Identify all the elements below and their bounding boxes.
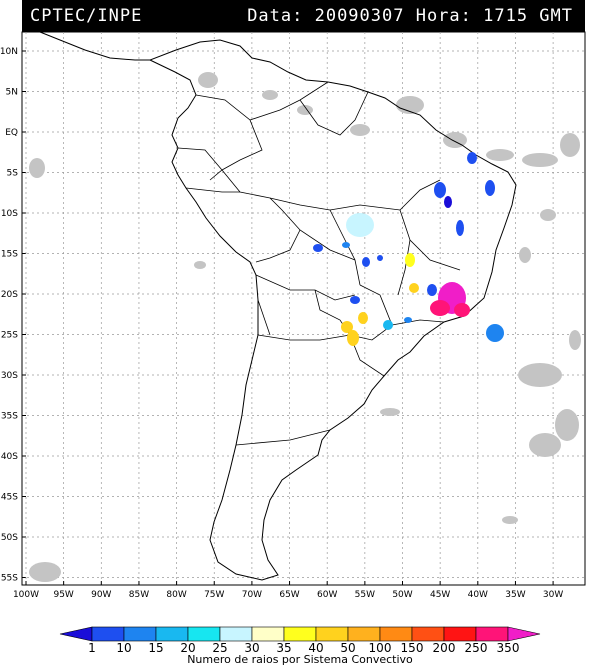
colorbar-segment (315, 626, 349, 642)
lightning-cells (313, 152, 504, 346)
colorbar-label: 30 (244, 641, 259, 655)
lon-label: 30W (543, 590, 563, 600)
colorbar-segment (155, 626, 189, 642)
lat-label: 5S (7, 169, 19, 179)
colorbar-segment (507, 626, 541, 642)
colorbar-label: 150 (401, 641, 424, 655)
lon-label: 60W (317, 590, 337, 600)
cloud-cover (29, 72, 581, 582)
colorbar-segment (123, 626, 157, 642)
colorbar-label: 1 (88, 641, 96, 655)
colorbar-segment (59, 626, 93, 642)
lat-label: 10N (0, 47, 18, 57)
lat-label: 40S (1, 452, 18, 462)
lon-label: 90W (91, 590, 111, 600)
lon-label: 50W (392, 590, 412, 600)
lat-label: 15S (1, 250, 18, 260)
lat-label: 55S (1, 574, 18, 584)
colorbar-label: 100 (369, 641, 392, 655)
lat-label: 20S (1, 290, 18, 300)
colorbar-label: 20 (180, 641, 195, 655)
central-america-coast (39, 31, 150, 61)
colorbar-label: 25 (212, 641, 227, 655)
lon-label: 70W (242, 590, 262, 600)
lon-label: 65W (279, 590, 299, 600)
lon-label: 55W (355, 590, 375, 600)
colorbar-title: Numero de raios por Sistema Convectivo (187, 653, 413, 666)
lat-label: 45S (1, 493, 18, 503)
lon-label: 45W (430, 590, 450, 600)
colorbar-label: 15 (148, 641, 163, 655)
lat-label: 50S (1, 533, 18, 543)
colorbar-segment (251, 626, 285, 642)
colorbar-segment (475, 626, 509, 642)
lat-label: 25S (1, 331, 18, 341)
colorbar-segment (91, 626, 125, 642)
map-frame (21, 31, 586, 586)
lon-label: 75W (204, 590, 224, 600)
colorbar-label: 35 (276, 641, 291, 655)
lon-label: 100W (13, 590, 39, 600)
lon-label: 85W (129, 590, 149, 600)
colorbar-label: 40 (308, 641, 323, 655)
colorbar-segment (411, 626, 445, 642)
lat-label: 30S (1, 371, 18, 381)
colorbar-label: 10 (116, 641, 131, 655)
colorbar-segment (283, 626, 317, 642)
colorbar-segment (187, 626, 221, 642)
colorbar-label: 200 (433, 641, 456, 655)
colorbar-label: 50 (340, 641, 355, 655)
colorbar-segment (443, 626, 477, 642)
lon-label: 35W (505, 590, 525, 600)
graticule: 10N 5N EQ 5S 10S 15S 20S 25S 30S 35S 40S 45S 50S 55S 1… (0, 32, 585, 600)
lon-label: 40W (468, 590, 488, 600)
lat-label: 5N (6, 88, 18, 98)
lat-label: 35S (1, 412, 18, 422)
country-borders (177, 81, 461, 446)
continent-outline (148, 39, 517, 581)
colorbar-segment (379, 626, 413, 642)
map-header: CPTEC/INPE Data: 20090307 Hora: 1715 GMT (22, 0, 585, 32)
colorbar-segment (219, 626, 253, 642)
colorbar-label: 350 (497, 641, 520, 655)
lon-label: 80W (166, 590, 186, 600)
colorbar: 1 10 15 20 25 30 35 40 50 100 150 200 250 350 Numero d… (59, 626, 541, 666)
colorbar-label: 250 (465, 641, 488, 655)
datetime-label: Data: 20090307 Hora: 1715 GMT (247, 6, 573, 26)
lat-label: 10S (1, 209, 18, 219)
lon-label: 95W (53, 590, 73, 600)
source-label: CPTEC/INPE (30, 6, 143, 26)
colorbar-segment (347, 626, 381, 642)
lat-label: EQ (5, 128, 18, 138)
